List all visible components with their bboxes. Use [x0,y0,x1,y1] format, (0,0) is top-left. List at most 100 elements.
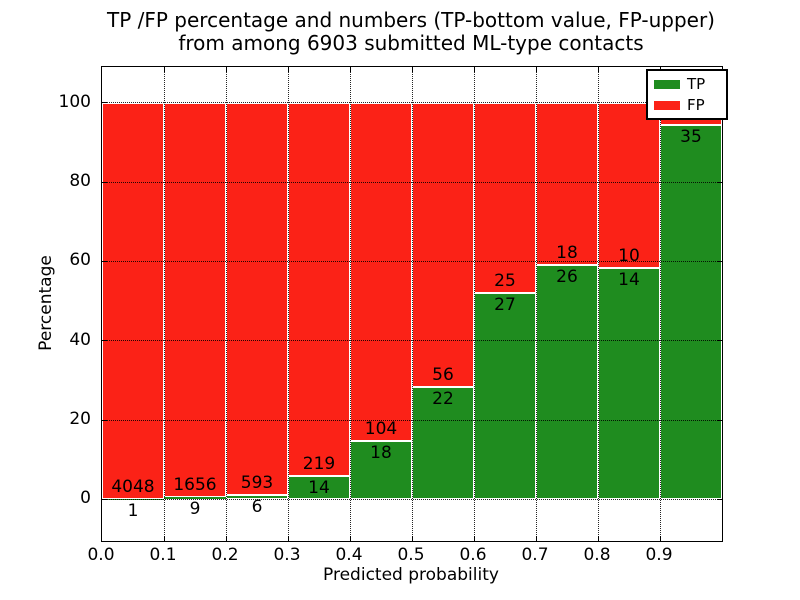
bar-tp-0.1-0.2 [164,497,226,500]
gridline-x-0.8 [597,67,599,541]
bar-tp-0.7-0.8 [536,264,598,500]
gridline-x-0.7 [535,67,537,541]
label-fp-count-0.6-0.7: 25 [494,271,516,292]
y-tick-label-0: 0 [80,488,91,509]
bar-fp-0.5-0.6 [412,102,474,388]
legend-label-fp: FP [687,96,705,114]
y-tick-label-60: 60 [69,250,91,271]
legend-item-tp: TP [654,76,720,92]
y-tick-left-60 [102,260,107,262]
x-tick-top-4 [349,67,351,72]
bar-fp-0.0-0.1 [102,102,164,500]
label-fp-count-0.7-0.8: 18 [556,242,578,263]
y-tick-right-0 [717,498,722,500]
label-fp-count-0.8-0.9: 10 [618,246,640,267]
bar-fp-0.3-0.4 [288,102,350,476]
gridline-x-0.2 [225,67,227,541]
plot-area: TP FP 4048 1 1656 9 593 6 219 14 104 18 56 22 25 27 18 2… [101,66,728,542]
label-fp-count-0.3-0.4: 219 [302,453,336,474]
x-tick-top-6 [473,67,475,72]
bar-fp-0.2-0.3 [226,102,288,496]
label-tp-count-0.8-0.9: 14 [618,270,640,291]
x-tick-bottom-8 [597,536,599,541]
x-tick-bottom-6 [473,536,475,541]
bar-fp-0.8-0.9 [598,102,660,269]
label-tp-count-0.6-0.7: 27 [494,295,516,316]
chart-title: TP /FP percentage and numbers (TP-bottom… [101,9,721,55]
y-tick-right-60 [717,260,722,262]
gridline-y-80 [102,181,722,183]
x-tick-top-8 [597,67,599,72]
label-tp-count-0.1-0.2: 9 [189,499,201,520]
y-tick-right-40 [717,340,722,342]
label-fp-count-0.1-0.2: 1656 [173,475,217,496]
gridline-y-0 [102,498,722,500]
bar-tp-0.9-1.0 [660,124,722,500]
x-tick-bottom-1 [163,536,165,541]
x-tick-label-0.0: 0.0 [87,545,115,565]
legend-item-fp: FP [654,97,720,113]
bar-tp-0.8-0.9 [598,268,660,500]
x-axis-label: Predicted probability [323,565,499,585]
x-tick-label-0.2: 0.2 [211,545,239,565]
y-tick-left-80 [102,181,107,183]
y-tick-left-100 [102,102,107,104]
x-tick-label-0.1: 0.1 [149,545,177,565]
y-tick-left-20 [102,419,107,421]
gridline-x-0.6 [473,67,475,541]
x-tick-top-3 [287,67,289,72]
legend: TP FP [646,69,728,120]
bar-fp-0.1-0.2 [164,102,226,498]
legend-swatch-tp [654,79,680,89]
y-tick-left-0 [102,498,107,500]
y-tick-label-40: 40 [69,329,91,350]
gridline-x-0.5 [411,67,413,541]
x-tick-top-1 [163,67,165,72]
bar-fp-0.6-0.7 [474,102,536,294]
y-tick-right-80 [717,181,722,183]
x-tick-label-0.3: 0.3 [273,545,301,565]
chart-title-line1: TP /FP percentage and numbers (TP-bottom… [107,8,715,32]
bar-fp-0.4-0.5 [350,102,412,441]
gridline-x-0.9 [659,67,661,541]
label-fp-count-0.2-0.3: 593 [240,473,274,494]
label-tp-count-0.3-0.4: 14 [308,477,330,498]
x-tick-bottom-3 [287,536,289,541]
legend-label-tp: TP [687,75,706,93]
y-tick-left-40 [102,340,107,342]
label-tp-count-0.4-0.5: 18 [370,442,392,463]
label-tp-count-0.2-0.3: 6 [251,497,263,518]
gridline-y-100 [102,102,722,104]
x-tick-bottom-4 [349,536,351,541]
x-tick-bottom-2 [225,536,227,541]
x-tick-label-0.8: 0.8 [583,545,611,565]
label-tp-count-0.7-0.8: 26 [556,266,578,287]
label-fp-count-0.5-0.6: 56 [432,365,454,386]
y-tick-label-100: 100 [58,91,91,112]
label-tp-count-0.9-1.0: 35 [680,126,702,147]
gridline-x-0.1 [163,67,165,541]
x-tick-label-0.6: 0.6 [459,545,487,565]
bar-fp-0.7-0.8 [536,102,598,265]
gridline-y-20 [102,419,722,421]
legend-swatch-fp [654,100,680,110]
gridline-y-40 [102,340,722,342]
x-tick-label-0.4: 0.4 [335,545,363,565]
x-tick-label-0.7: 0.7 [521,545,549,565]
gridline-y-60 [102,260,722,262]
x-tick-label-0.9: 0.9 [645,545,673,565]
label-fp-count-0.4-0.5: 104 [364,418,398,439]
x-tick-bottom-7 [535,536,537,541]
y-tick-right-20 [717,419,722,421]
x-tick-label-0.5: 0.5 [397,545,425,565]
label-tp-count-0.5-0.6: 22 [432,389,454,410]
x-tick-top-2 [225,67,227,72]
x-tick-top-5 [411,67,413,72]
x-tick-top-7 [535,67,537,72]
label-tp-count-0.0-0.1: 1 [127,501,139,522]
gridline-x-0.3 [287,67,289,541]
chart-title-line2: from among 6903 submitted ML-type contac… [178,31,644,55]
gridline-x-0.4 [349,67,351,541]
y-tick-label-80: 80 [69,171,91,192]
